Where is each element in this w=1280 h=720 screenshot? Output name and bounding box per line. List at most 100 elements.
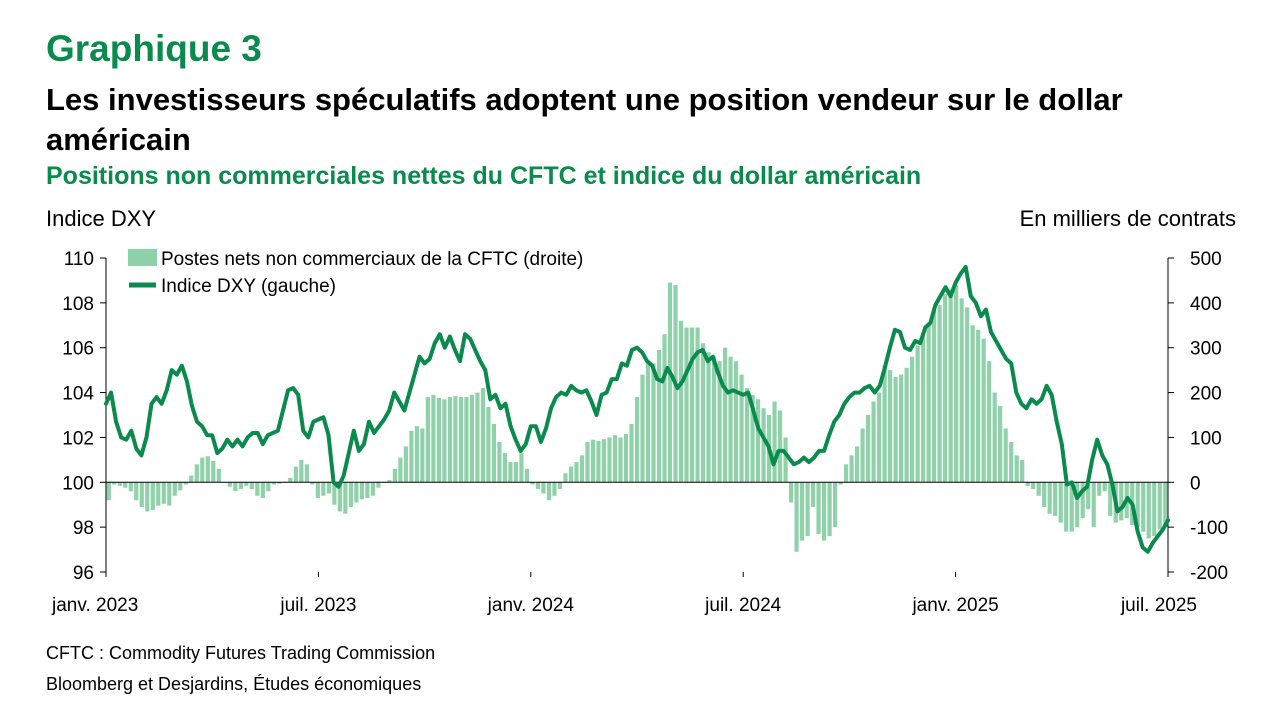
cftc-bar [1003,428,1008,483]
x-tick-label: juil. 2024 [704,595,781,616]
cftc-bar [860,428,865,483]
cftc-bar [937,305,942,483]
cftc-bar [442,399,447,483]
cftc-bar [722,347,728,483]
cftc-bar [574,462,579,483]
y-right-tick-label: 500 [1190,249,1222,270]
cftc-bar [508,462,513,483]
cftc-bar [662,334,667,483]
cftc-bar [893,376,898,483]
cftc-bar [618,437,623,483]
cftc-bar [888,370,893,483]
cftc-bar [183,482,188,485]
cftc-bar [1119,482,1124,521]
cftc-bar [1020,459,1025,483]
cftc-bar [436,397,441,483]
cftc-bar [849,455,854,483]
cftc-bar [645,363,651,483]
y-left-axis-title: Indice DXY [46,206,157,231]
x-tick-label: juil. 2025 [1120,595,1197,616]
cftc-bar [403,446,408,483]
cftc-bar [844,464,849,483]
cftc-bar [178,482,183,491]
cftc-bar [519,453,524,483]
cftc-bar [733,361,739,483]
cftc-bar [1146,482,1151,539]
cftc-bar [981,338,986,483]
cftc-bar [277,482,282,484]
cftc-bar [348,482,353,507]
cftc-bar [260,482,265,498]
cftc-bar [414,426,419,483]
cftc-bar [855,446,860,483]
cftc-bar [816,482,821,534]
cftc-bar [684,327,689,483]
y-left-tick-label: 98 [73,518,94,539]
cftc-bar [1014,455,1019,483]
cftc-bar [959,298,964,483]
cftc-bar [904,367,909,483]
cftc-bar [1097,482,1102,496]
cftc-bar [772,401,777,483]
y-right-tick-label: 300 [1190,339,1222,360]
cftc-bar [447,397,452,483]
cftc-bar [678,320,684,483]
cftc-bar [579,455,585,483]
cftc-bar [1102,482,1107,492]
y-left-tick-label: 96 [73,563,94,584]
cftc-bar [926,323,931,483]
cftc-bar [822,482,827,541]
y-right-tick-label: -100 [1190,518,1228,539]
cftc-bar [332,482,337,505]
y-left-tick-label: 104 [62,384,94,405]
cftc-bar [596,441,601,483]
cftc-bar [706,352,711,483]
dxy-line-group [104,264,1170,554]
y-left-tick-label: 110 [64,249,94,270]
x-tick-label: janv. 2024 [487,595,575,616]
cftc-bar [943,293,948,483]
cftc-bar [948,289,953,483]
cftc-bar [321,482,326,496]
cftc-bar [387,480,392,483]
cftc-bar [128,482,133,492]
cftc-bar [233,482,238,492]
cftc-bar [1069,482,1074,532]
y-left-tick-label: 108 [62,294,94,315]
cftc-bar [480,388,486,483]
cftc-bar [656,349,662,483]
cftc-bar [1053,482,1058,516]
cftc-bar [871,401,876,483]
cftc-bar [502,453,508,483]
cftc-bar [629,423,634,483]
cftc-bar [249,482,254,490]
cftc-bar [530,482,535,485]
cftc-bar [667,282,673,483]
cftc-bar [145,482,150,512]
cftc-bar [1163,482,1168,528]
cftc-bar [557,482,563,490]
cftc-bar [777,410,783,483]
legend-label-cftc: Postes nets non commerciaux de la CFTC (… [161,249,583,270]
cftc-bar [1080,482,1085,519]
cftc-bar [139,482,144,507]
cftc-bar [541,482,546,494]
cftc-bar [491,423,497,483]
legend: Postes nets non commerciaux de la CFTC (… [128,249,583,297]
cftc-bar [392,468,397,483]
cftc-bar [398,457,403,483]
cftc-bar [475,392,480,483]
cftc-bar [1009,441,1014,483]
cftc-bar [921,334,926,483]
cftc-bar [227,482,232,487]
cftc-bar [932,309,937,483]
cftc-bar [134,482,139,501]
cftc-bar [612,435,618,483]
cftc-bar [205,456,210,483]
cftc-bar [359,482,364,500]
cftc-bar [1135,482,1140,528]
cftc-bar [425,397,430,483]
cftc-bar [376,482,381,488]
cftc-bar [216,468,221,483]
